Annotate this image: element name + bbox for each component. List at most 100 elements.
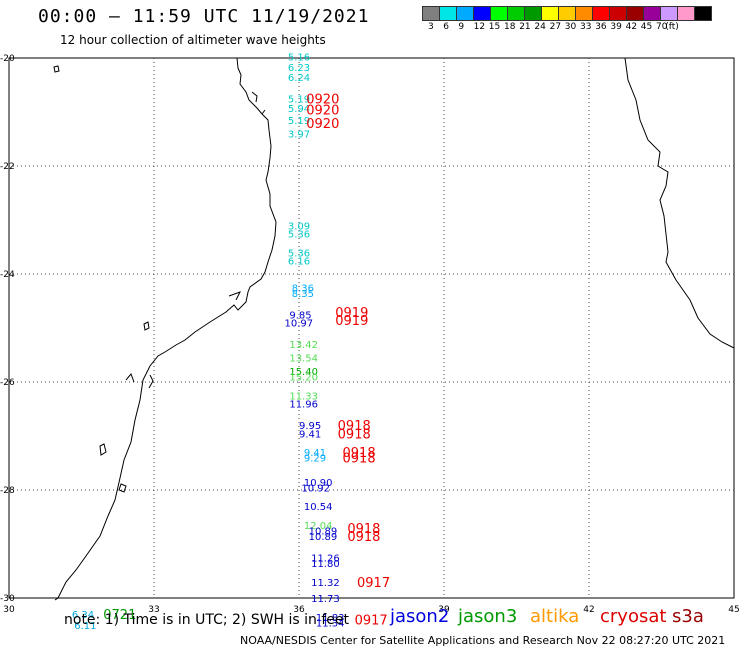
pass-date-label: 0917 — [357, 576, 390, 591]
scale-label: 70 — [656, 22, 668, 32]
scale-label: 24 — [534, 22, 546, 32]
x-tick-label: 39 — [438, 605, 450, 615]
lake-outline-3 — [118, 483, 127, 493]
swh-value: 9.29 — [304, 454, 326, 465]
swh-value: 10.97 — [285, 319, 314, 330]
map-frame — [8, 57, 735, 599]
pass-date-label: 0918 — [347, 530, 380, 545]
pass-date-label: 0918 — [338, 419, 371, 434]
africa-coastline — [54, 57, 277, 601]
lake-outline — [53, 65, 60, 73]
swh-value: 11.83 — [316, 613, 345, 624]
scale-label: 21 — [519, 22, 531, 32]
swh-value: 6.16 — [288, 257, 310, 268]
pass-date-label: 0920 — [306, 103, 339, 118]
note-text: note: 1) Time is in UTC; 2) SWH is in fe… — [64, 612, 350, 628]
satellite-jason2: jason2 — [390, 606, 450, 627]
swh-value: 9.85 — [289, 311, 311, 322]
swh-value: 10.89 — [309, 532, 338, 543]
scale-label: 12 — [473, 22, 486, 32]
swh-value: 6.11 — [74, 621, 96, 632]
pass-date-label: 0918 — [343, 446, 376, 461]
pass-date-label: 0917 — [355, 614, 388, 629]
scale-label: 33 — [580, 22, 592, 32]
swh-value: 10.92 — [301, 483, 330, 494]
pass-date-label: 0920 — [306, 93, 339, 108]
scale-swatch — [694, 6, 712, 21]
scale-label: 39 — [610, 22, 622, 32]
swh-value: 15.40 — [289, 367, 318, 378]
swh-value: 5.19 — [288, 116, 310, 127]
footer-credit: NOAA/NESDIS Center for Satellite Applica… — [240, 634, 726, 647]
swh-value: 15.20 — [289, 373, 318, 384]
swh-value: 5.36 — [288, 248, 310, 259]
swh-value: 9.41 — [304, 448, 326, 459]
scale-label: 3 — [428, 22, 434, 32]
swh-value: 11.73 — [311, 594, 340, 605]
swh-value: 9.41 — [299, 429, 321, 440]
pass-date-label: 0920 — [306, 117, 339, 132]
y-tick-label: -30 — [0, 594, 15, 604]
observations-layer: 5.166.236.245.195.945.193.973.095.365.36… — [72, 52, 390, 632]
madagascar-coastline — [624, 57, 735, 349]
swh-value: 13.42 — [289, 340, 318, 351]
y-tick-label: -28 — [0, 486, 15, 496]
y-tick-label: -26 — [0, 378, 15, 388]
swh-value: 12.04 — [304, 521, 333, 532]
x-tick-label: 42 — [583, 605, 594, 615]
swh-value: 10.54 — [304, 502, 333, 513]
scale-label: 18 — [504, 22, 516, 32]
scale-label: 15 — [488, 22, 501, 32]
swh-value: 6.24 — [288, 73, 310, 84]
map-title: 00:00 – 11:59 UTC 11/19/2021 — [38, 6, 370, 27]
swh-value: 5.19 — [288, 95, 310, 106]
swh-value: 5.16 — [288, 52, 310, 63]
swh-value: 5.36 — [288, 230, 310, 241]
pass-date-label: 0721 — [103, 608, 136, 623]
lake-outline-4 — [143, 321, 150, 331]
satellite-altika: altika — [530, 606, 580, 627]
map-grid: 30 33 36 39 42 45 -20 -22 -24 -26 -28 -30 — [0, 54, 740, 615]
swh-value: 11.32 — [311, 578, 340, 589]
pass-date-label: 0918 — [338, 427, 371, 442]
scale-label: 45 — [640, 22, 653, 32]
scale-label: 27 — [549, 22, 562, 32]
swh-value: 11.80 — [311, 559, 340, 570]
color-scale-labels: 3 6 9 12 15 18 21 24 27 30 33 36 39 42 45 70 (ft) — [428, 22, 740, 34]
scale-label: 42 — [625, 22, 638, 32]
scale-label: 9 — [458, 22, 465, 32]
swh-value: 3.09 — [288, 221, 310, 232]
swh-value: 11.96 — [289, 400, 318, 411]
satellite-jason3: jason3 — [458, 606, 518, 627]
satellite-cryosat: cryosat — [600, 606, 667, 627]
y-tick-label: -22 — [0, 162, 15, 172]
swh-value: 3.97 — [288, 130, 310, 141]
x-tick-label: 36 — [293, 605, 305, 615]
swh-value: 11.26 — [311, 554, 340, 565]
swh-value: 10.90 — [304, 478, 333, 489]
x-tick-label: 33 — [148, 605, 159, 615]
swh-value: 8.35 — [292, 289, 314, 300]
pass-date-label: 0919 — [335, 314, 368, 329]
swh-value: 5.94 — [288, 104, 310, 115]
swh-value: 10.89 — [309, 527, 338, 538]
pass-date-label: 0918 — [347, 522, 380, 537]
swh-value: 8.36 — [292, 284, 314, 295]
map-subtitle: 12 hour collection of altimeter wave hei… — [60, 33, 326, 47]
scale-label: 30 — [564, 22, 577, 32]
lake-outline-2 — [99, 443, 107, 456]
scale-label: (ft) — [665, 22, 679, 32]
swh-value: 6.34 — [72, 610, 94, 621]
swh-value: 13.54 — [289, 354, 318, 365]
swh-value: 6.23 — [288, 63, 310, 74]
swh-value: 9.95 — [299, 421, 321, 432]
satellite-s3a: s3a — [672, 606, 704, 627]
scale-label: 6 — [443, 22, 449, 32]
africa-coast-detail — [125, 91, 266, 389]
swh-value: 11.33 — [289, 392, 318, 403]
color-scale — [422, 6, 712, 21]
y-tick-label: -24 — [0, 270, 15, 280]
swh-value: 11.34 — [316, 618, 345, 629]
scale-label: 36 — [595, 22, 607, 32]
